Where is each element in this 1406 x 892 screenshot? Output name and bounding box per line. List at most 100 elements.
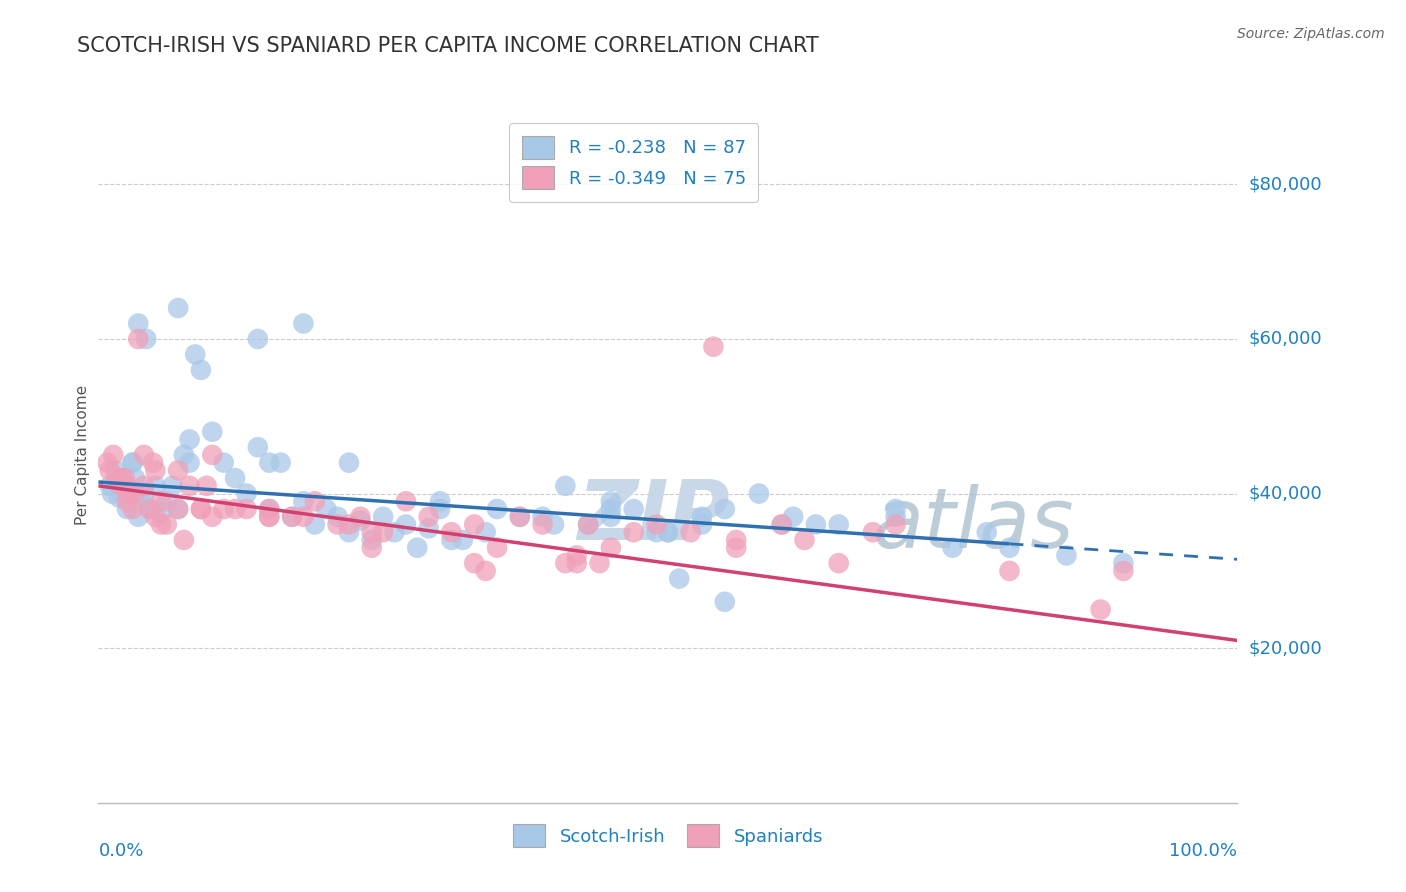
Point [1090,602,1112,616]
Point [173,448,195,462]
Point [337,525,360,540]
Point [124,486,146,500]
Point [156,517,179,532]
Point [115,502,138,516]
Point [201,425,224,439]
Point [156,494,179,508]
Point [588,556,610,570]
Text: ZIP: ZIP [576,476,730,558]
Point [645,525,668,540]
Point [127,317,149,331]
Point [418,509,440,524]
Point [292,317,315,331]
Point [201,448,224,462]
Point [112,479,135,493]
Point [770,517,793,532]
Point [884,509,907,524]
Point [315,502,337,516]
Point [179,479,201,493]
Point [600,509,623,524]
Point [668,572,690,586]
Point [259,509,281,524]
Point [259,456,281,470]
Point [167,502,190,516]
Point [292,494,315,508]
Point [679,525,702,540]
Point [884,517,907,532]
Point [429,502,451,516]
Point [395,494,418,508]
Point [748,486,770,500]
Point [360,533,382,547]
Legend: Scotch-Irish, Spaniards: Scotch-Irish, Spaniards [503,815,832,856]
Point [124,471,146,485]
Point [127,509,149,524]
Point [942,541,965,555]
Point [138,502,160,516]
Point [976,525,998,540]
Point [132,479,155,493]
Point [259,502,281,516]
Point [138,502,160,516]
Point [531,509,554,524]
Point [486,502,509,516]
Point [554,556,576,570]
Point [600,502,623,516]
Point [998,564,1021,578]
Point [440,533,463,547]
Point [132,486,155,500]
Text: $80,000: $80,000 [1249,176,1322,194]
Point [150,517,173,532]
Point [360,525,382,540]
Point [145,479,167,493]
Point [281,509,304,524]
Point [384,525,406,540]
Point [104,463,127,477]
Point [576,517,599,532]
Point [167,502,190,516]
Point [1112,564,1135,578]
Point [162,479,184,493]
Point [117,486,139,500]
Point [463,517,485,532]
Point [360,541,382,555]
Point [121,456,143,470]
Point [190,363,212,377]
Point [463,556,485,570]
Text: atlas: atlas [873,484,1074,565]
Point [690,517,713,532]
Point [179,456,201,470]
Point [690,509,713,524]
Point [371,509,394,524]
Point [337,456,360,470]
Point [246,332,269,346]
Point [554,479,576,493]
Point [114,471,136,485]
Point [145,509,167,524]
Point [862,525,884,540]
Point [96,456,118,470]
Point [135,332,157,346]
Point [337,517,360,532]
Point [371,525,394,540]
Point [884,502,907,516]
Point [429,494,451,508]
Point [259,502,281,516]
Point [531,517,554,532]
Point [131,494,153,508]
Point [600,494,623,508]
Text: $20,000: $20,000 [1249,640,1322,657]
Point [110,479,132,493]
Point [127,332,149,346]
Point [270,456,292,470]
Point [349,514,371,528]
Point [509,509,531,524]
Point [120,486,142,500]
Point [292,509,315,524]
Point [623,525,645,540]
Point [201,509,224,524]
Point [395,517,418,532]
Point [770,517,793,532]
Point [804,517,827,532]
Point [782,509,804,524]
